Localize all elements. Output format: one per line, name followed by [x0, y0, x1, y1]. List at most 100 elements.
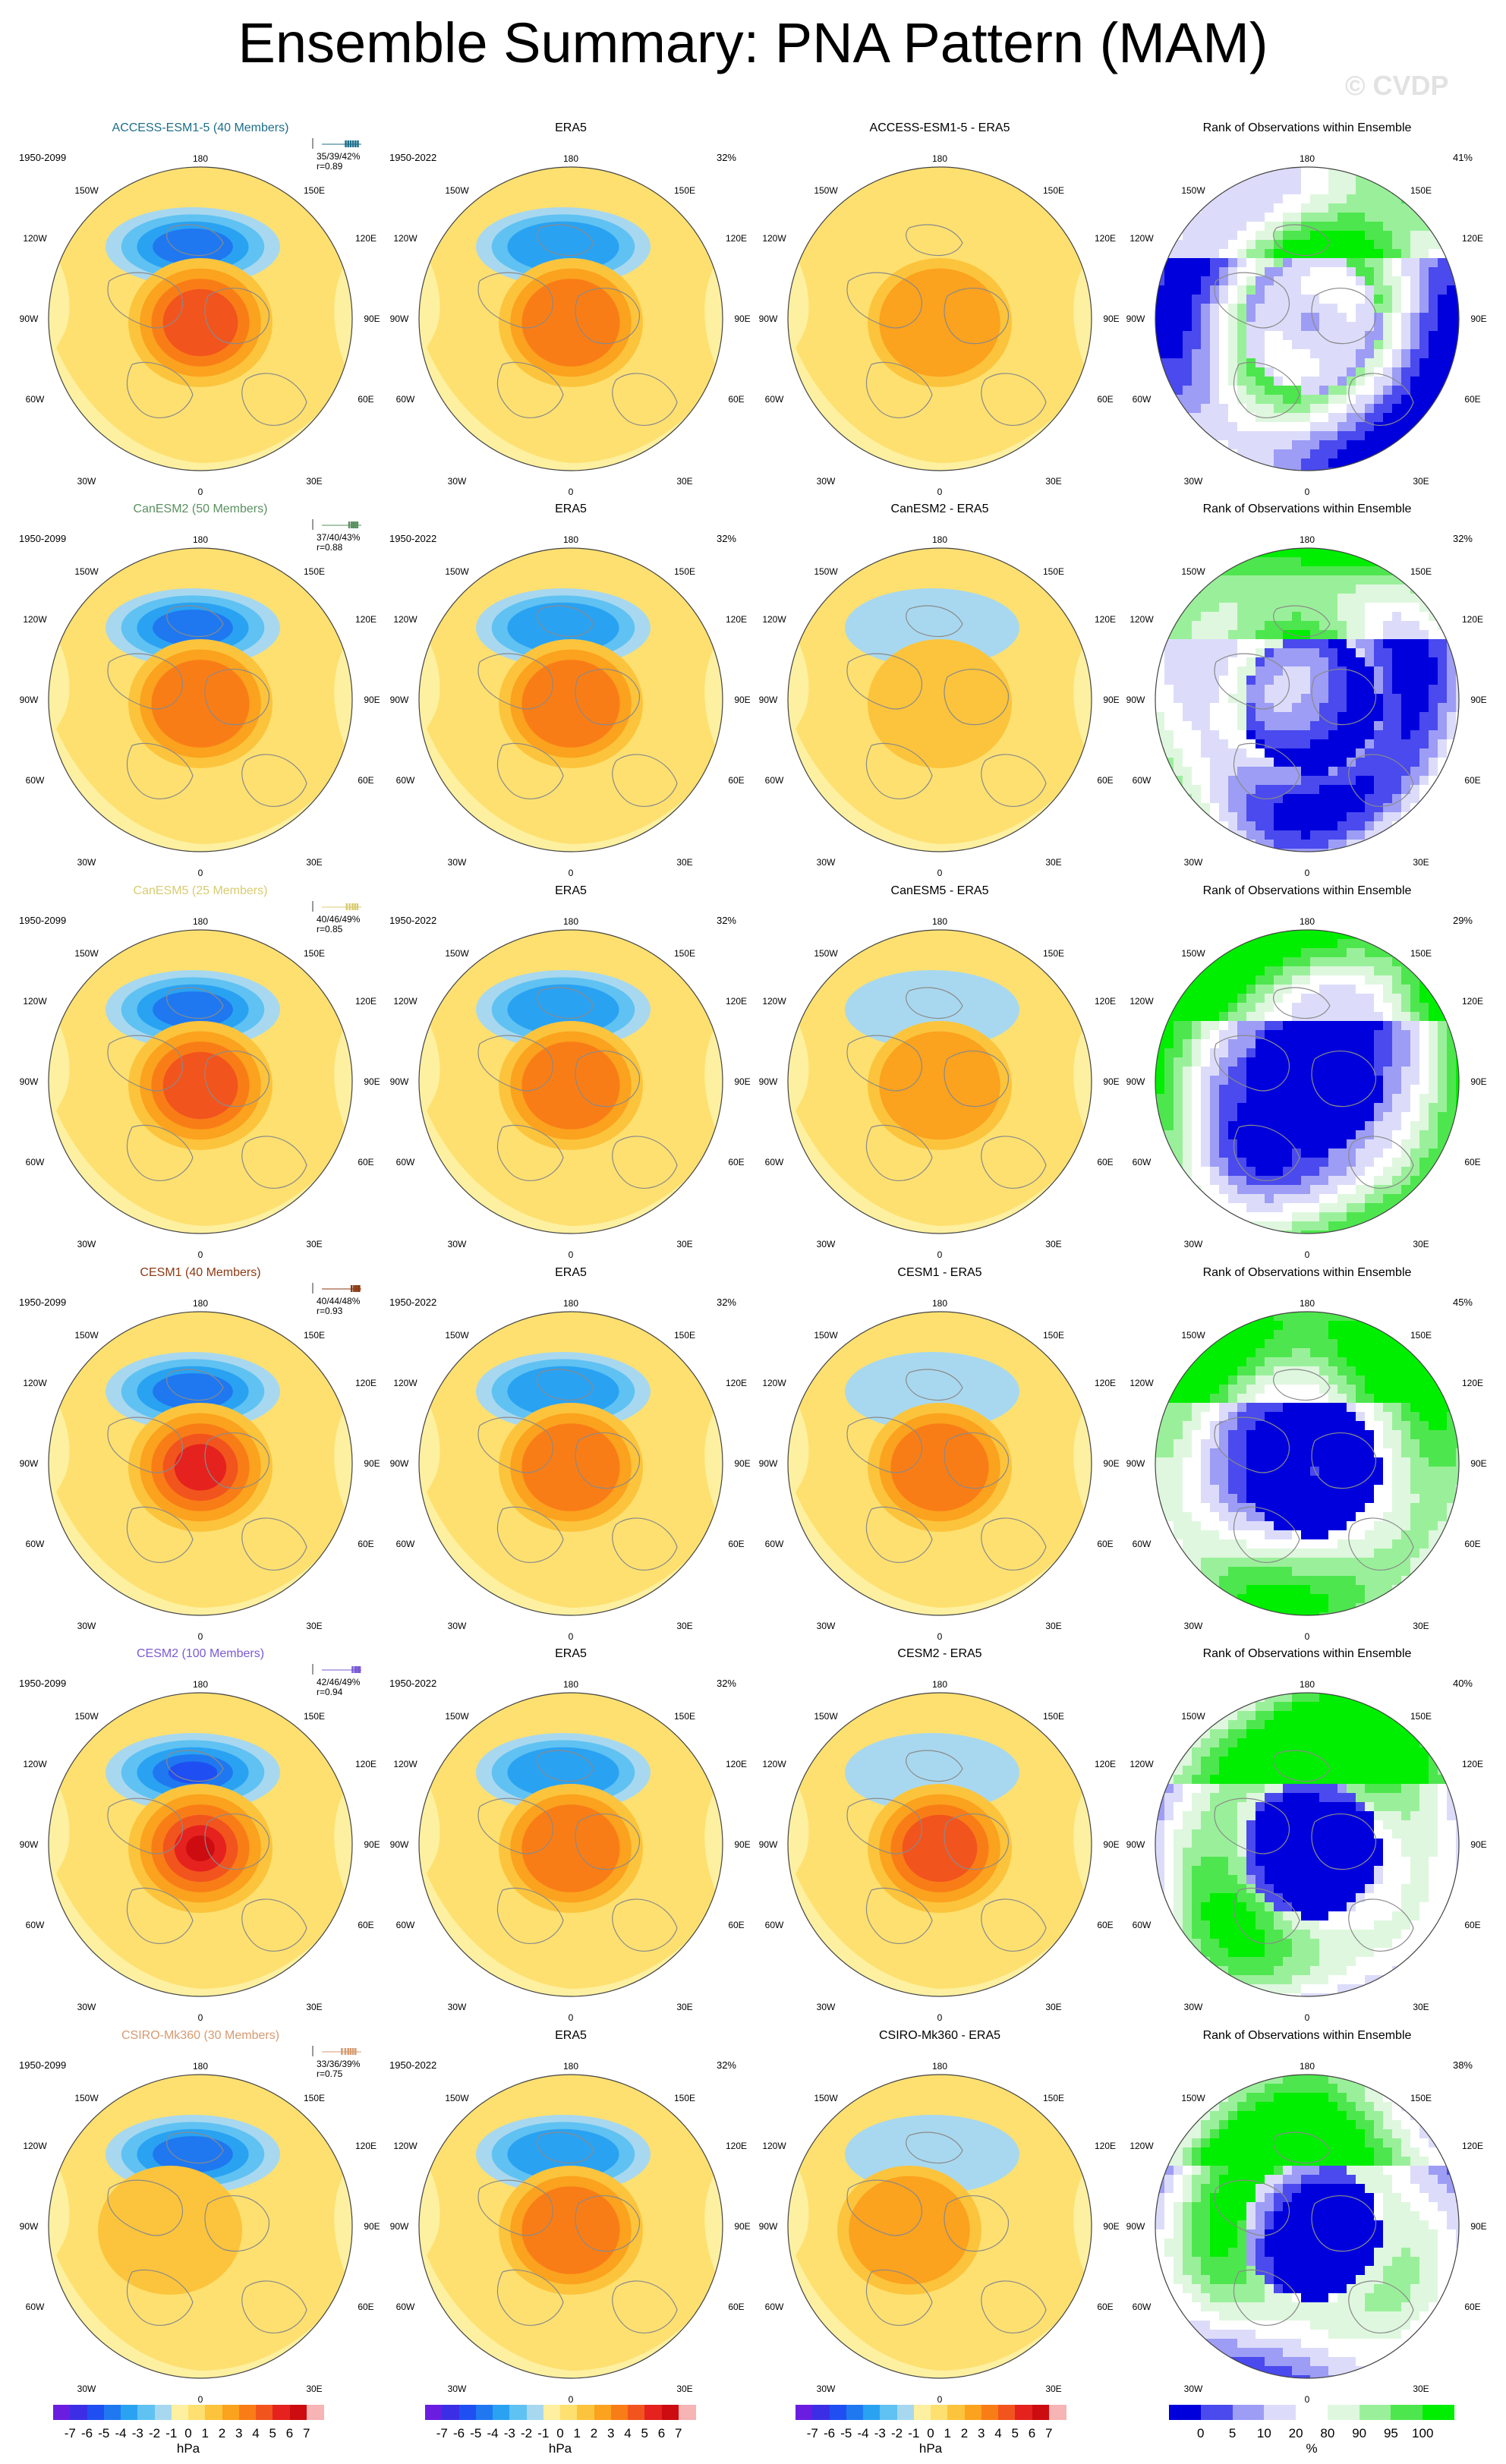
rank-cell	[1419, 1421, 1429, 1430]
rank-cell	[1274, 468, 1283, 471]
rank-cell	[1237, 1312, 1246, 1321]
rank-cell	[1383, 1421, 1392, 1430]
rank-cell	[1174, 676, 1183, 685]
rank-cell	[1429, 458, 1438, 468]
rank-cell	[1310, 1476, 1319, 1485]
rank-cell	[1365, 1130, 1374, 1139]
rank-cell	[1347, 739, 1356, 748]
rank-cell	[1337, 231, 1347, 240]
rank-cell	[1401, 358, 1410, 367]
rank-cell	[1328, 594, 1337, 603]
rank-cell	[1265, 295, 1274, 304]
rank-cell	[1328, 249, 1337, 258]
rank-cell	[1419, 258, 1429, 267]
rank-cell	[1283, 404, 1292, 413]
rank-cell	[1419, 666, 1429, 676]
rank-cell	[1447, 612, 1456, 621]
rank-cell	[1438, 666, 1447, 676]
rank-cell	[1174, 176, 1183, 185]
rank-cell	[1155, 1394, 1164, 1403]
rank-cell	[1192, 1558, 1201, 1567]
rank-cell	[1456, 812, 1459, 821]
rank-cell	[1401, 1139, 1410, 1149]
rank-cell	[1155, 295, 1164, 304]
rank-cell	[1319, 1321, 1328, 1330]
rank-cell	[1392, 685, 1401, 694]
rank-cell	[1438, 1094, 1447, 1103]
rank-cell	[1256, 258, 1265, 267]
rank-cell	[1401, 1030, 1410, 1039]
rank-cell	[1447, 340, 1456, 349]
rank-cell	[1265, 821, 1274, 830]
rank-cell	[1183, 1403, 1192, 1412]
rank-cell	[1401, 1057, 1410, 1067]
rank-cell	[1256, 730, 1265, 739]
rank-cell	[1310, 721, 1319, 730]
rank-cell	[1174, 304, 1183, 313]
rank-cell	[1347, 176, 1356, 185]
rank-cell	[1219, 794, 1228, 803]
rank-cell	[1429, 340, 1438, 349]
rank-cell	[1447, 767, 1456, 776]
longitude-label: 30W	[1184, 476, 1203, 487]
rank-cell	[1246, 395, 1256, 404]
rank-cell	[1392, 1348, 1401, 1357]
rank-cell	[1274, 584, 1283, 594]
rank-cell	[1374, 975, 1383, 985]
rank-cell	[1219, 1412, 1228, 1421]
rank-cell	[1183, 930, 1192, 939]
rank-cell	[1319, 413, 1328, 422]
rank-cell	[1219, 557, 1228, 566]
rank-cell	[1274, 1348, 1283, 1357]
rank-cell	[1365, 1030, 1374, 1039]
rank-cell	[1192, 1030, 1201, 1039]
rank-cell	[1183, 1076, 1192, 1085]
rank-cell	[1319, 1357, 1328, 1366]
rank-cell	[1183, 1521, 1192, 1530]
rank-cell	[1183, 1494, 1192, 1503]
rank-cell	[1447, 1167, 1456, 1176]
rank-cell	[1337, 794, 1347, 803]
rank-cell	[1292, 422, 1301, 431]
rank-cell	[1356, 1457, 1365, 1467]
rank-cell	[1328, 575, 1337, 584]
rank-cell	[1319, 1558, 1328, 1567]
rank-cell	[1237, 767, 1246, 776]
rank-cell	[1274, 730, 1283, 739]
rank-cell	[1310, 1139, 1319, 1149]
rank-cell	[1265, 440, 1274, 449]
rank-cell	[1292, 1330, 1301, 1339]
longitude-label: 120E	[355, 996, 376, 1007]
rank-title: Rank of Observations within Ensemble	[1202, 503, 1412, 515]
rank-cell	[1419, 1121, 1429, 1130]
rank-cell	[1265, 1549, 1274, 1558]
rank-cell	[1337, 1139, 1347, 1149]
rank-cell	[1301, 1357, 1310, 1366]
rank-cell	[1383, 276, 1392, 285]
rank-cell	[1310, 167, 1319, 176]
rank-cell	[1201, 1494, 1210, 1503]
rank-cell	[1228, 1385, 1237, 1394]
rank-cell	[1319, 621, 1328, 630]
rank-cell	[1164, 1094, 1174, 1103]
rank-cell	[1219, 413, 1228, 422]
rank-cell	[1237, 1403, 1246, 1412]
rank-cell	[1201, 1448, 1210, 1457]
rank-cell	[1174, 1476, 1183, 1485]
rank-cell	[1447, 957, 1456, 966]
rank-cell	[1237, 548, 1246, 557]
rank-cell	[1201, 1439, 1210, 1448]
rank-cell	[1237, 739, 1246, 748]
rank-cell	[1447, 431, 1456, 440]
rank-cell	[1337, 295, 1347, 304]
rank-cell	[1155, 758, 1164, 767]
rank-cell	[1319, 1512, 1328, 1521]
rank-cell	[1337, 676, 1347, 685]
rank-cell	[1383, 594, 1392, 603]
rank-cell	[1274, 657, 1283, 666]
rank-cell	[1192, 331, 1201, 340]
rank-cell	[1392, 276, 1401, 285]
rank-cell	[1310, 603, 1319, 612]
rank-cell	[1201, 1085, 1210, 1094]
rank-cell	[1274, 1330, 1283, 1339]
